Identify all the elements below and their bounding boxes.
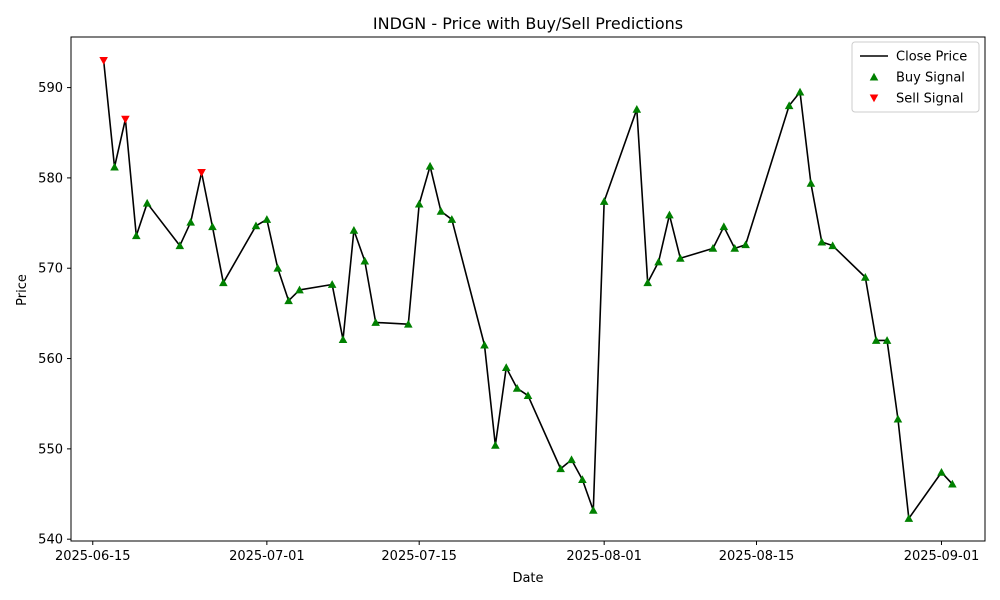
sell-signal-marker <box>197 169 206 177</box>
buy-signal-marker <box>708 244 718 252</box>
buy-signal-marker <box>643 278 652 287</box>
buy-signal-marker <box>349 225 359 234</box>
buy-signal-marker <box>719 222 729 231</box>
buy-signal-marker <box>882 336 892 344</box>
buy-signal-marker <box>556 464 565 473</box>
buy-signal-marker <box>523 391 533 400</box>
buy-signal-marker <box>273 263 283 272</box>
buy-signal-marker <box>295 285 304 294</box>
buy-signal-marker <box>828 241 837 250</box>
y-axis: 540 550 560 570 580 590 <box>38 81 71 548</box>
legend-swatch-buy <box>869 72 879 81</box>
buy-signal-marker <box>871 336 881 344</box>
buy-signal-marker <box>186 217 195 226</box>
buy-signal-marker <box>360 256 370 265</box>
y-axis-label: Price <box>15 274 30 306</box>
buy-signal-marker <box>741 240 750 249</box>
buy-signal-marker <box>219 278 228 287</box>
x-axis: 2025-06-15 2025-07-01 2025-07-15 2025-08-01… <box>55 541 979 564</box>
y-tick-label: 590 <box>38 81 63 96</box>
buy-signal-marker <box>795 87 805 96</box>
buy-signal-marker <box>208 222 217 231</box>
buy-signal-marker <box>665 210 674 219</box>
buy-signal-marker <box>893 414 903 423</box>
y-tick-label: 570 <box>38 262 63 277</box>
sell-signal-marker <box>99 57 108 65</box>
buy-signal-marker <box>425 161 435 170</box>
buy-signal-marker <box>251 221 261 230</box>
buy-signal-marker <box>599 197 609 205</box>
buy-signal-marker <box>806 179 816 187</box>
buy-signal-marker <box>447 215 457 223</box>
buy-signal-marker <box>131 231 141 240</box>
sell-signal-marker <box>121 115 130 124</box>
buy-signal-marker <box>817 237 827 246</box>
buy-signal-marker <box>632 104 642 113</box>
series-line-close-price <box>102 60 953 520</box>
buy-signal-marker <box>480 340 489 349</box>
buy-signal-marker <box>175 241 185 250</box>
buy-signal-marker <box>784 101 794 110</box>
legend: Close Price Buy Signal Sell Signal <box>851 41 980 113</box>
x-tick-label: 2025-09-01 <box>904 549 980 564</box>
y-tick-label: 580 <box>38 171 63 186</box>
x-tick-label: 2025-08-15 <box>719 549 795 564</box>
plot-frame <box>70 36 986 542</box>
buy-signal-marker <box>371 318 380 326</box>
buy-signal-marker <box>404 319 413 328</box>
legend-label: Buy Signal <box>896 71 965 86</box>
y-tick-label: 540 <box>38 533 63 548</box>
buy-signal-marker <box>567 455 576 464</box>
plot-area <box>70 36 986 542</box>
buy-signal-marker <box>327 280 337 288</box>
buy-signal-marker <box>676 253 685 262</box>
buy-signal-marker <box>262 215 272 223</box>
buy-signal-marker <box>436 207 446 215</box>
buy-signal-marker <box>110 162 119 171</box>
chart-title: INDGN - Price with Buy/Sell Predictions <box>373 14 683 33</box>
x-tick-label: 2025-07-01 <box>229 549 305 564</box>
buy-signal-marker <box>414 199 424 208</box>
legend-label: Sell Signal <box>896 92 964 107</box>
buy-signal-marker <box>937 468 946 476</box>
buy-signal-marker <box>491 440 500 449</box>
y-tick-label: 550 <box>38 442 63 457</box>
x-tick-label: 2025-07-15 <box>381 549 457 564</box>
buy-signal-marker <box>861 272 870 281</box>
buy-signal-marker <box>654 257 663 266</box>
x-tick-label: 2025-06-15 <box>55 549 131 564</box>
y-tick-label: 560 <box>38 352 63 367</box>
x-tick-label: 2025-08-01 <box>566 549 642 564</box>
buy-signal-marker <box>948 479 957 488</box>
x-axis-label: Date <box>512 571 543 586</box>
legend-label: Close Price <box>896 50 967 65</box>
buy-signal-marker <box>338 335 348 344</box>
buy-signal-marker <box>501 363 511 372</box>
buy-signal-marker <box>904 514 914 522</box>
buy-signal-marker <box>578 475 587 484</box>
buy-signal-marker <box>284 296 293 305</box>
buy-signal-marker <box>512 384 522 392</box>
buy-signal-marker <box>730 244 740 252</box>
buy-signal-marker <box>142 198 152 207</box>
legend-swatch-sell <box>869 94 879 103</box>
legend-box <box>851 41 980 113</box>
buy-signal-marker <box>588 505 598 514</box>
plot-background <box>71 37 985 541</box>
